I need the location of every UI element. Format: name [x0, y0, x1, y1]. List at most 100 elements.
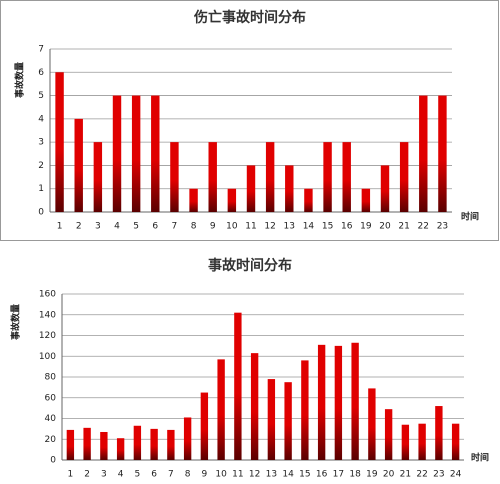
- chart-title: 伤亡事故时间分布: [193, 9, 306, 26]
- bar: [234, 312, 242, 460]
- bar: [83, 427, 91, 460]
- x-tick-label: 8: [185, 470, 191, 480]
- y-tick-label: 80: [45, 373, 57, 383]
- x-tick-label: 19: [360, 222, 372, 232]
- bar: [227, 188, 237, 212]
- x-tick-label: 11: [245, 222, 256, 232]
- x-tick-label: 15: [322, 222, 333, 232]
- bar: [401, 424, 410, 460]
- y-axis-title: 事故数量: [14, 62, 26, 98]
- y-tick-label: 0: [38, 208, 44, 218]
- x-tick-label: 1: [68, 470, 74, 480]
- bar: [131, 95, 141, 212]
- bar: [246, 165, 256, 212]
- x-tick-label: 9: [202, 470, 208, 480]
- bar: [183, 417, 192, 460]
- x-axis-title: 时间: [461, 211, 479, 223]
- bar: [323, 142, 332, 212]
- x-tick-label: 21: [400, 470, 411, 480]
- bar: [151, 95, 160, 212]
- x-tick-label: 9: [210, 222, 216, 232]
- x-tick-label: 14: [303, 222, 315, 232]
- bar: [284, 382, 292, 460]
- x-axis-title: 时间: [471, 452, 489, 464]
- bar: [265, 142, 275, 212]
- x-tick-label: 22: [416, 470, 427, 480]
- bar: [438, 95, 447, 212]
- x-tick-label: 5: [133, 222, 139, 232]
- x-tick-label: 12: [264, 222, 275, 232]
- x-tick-label: 19: [366, 470, 378, 480]
- bar: [250, 353, 259, 460]
- x-tick-label: 13: [284, 222, 295, 232]
- bar: [189, 188, 198, 212]
- bar: [435, 406, 443, 460]
- y-tick-label: 40: [45, 414, 57, 424]
- bar: [55, 72, 64, 213]
- x-tick-label: 11: [232, 470, 243, 480]
- bar: [334, 345, 343, 460]
- bar: [167, 429, 175, 460]
- bar: [66, 429, 75, 460]
- x-tick-label: 5: [135, 470, 141, 480]
- bar: [419, 95, 428, 212]
- x-tick-label: 10: [215, 470, 227, 480]
- x-tick-label: 23: [437, 222, 448, 232]
- x-tick-label: 16: [341, 222, 353, 232]
- bar: [317, 344, 326, 460]
- x-tick-label: 6: [151, 470, 157, 480]
- x-tick-label: 23: [433, 470, 444, 480]
- bar: [116, 438, 125, 460]
- x-tick-label: 4: [118, 470, 124, 480]
- x-tick-label: 8: [191, 222, 197, 232]
- y-tick-label: 2: [38, 161, 44, 171]
- x-tick-label: 10: [226, 222, 238, 232]
- x-tick-label: 14: [282, 470, 294, 480]
- x-tick-label: 2: [76, 222, 82, 232]
- x-tick-label: 24: [450, 470, 462, 480]
- y-tick-label: 3: [38, 138, 44, 148]
- y-tick-label: 0: [50, 456, 56, 466]
- bar: [351, 342, 359, 460]
- x-tick-label: 7: [168, 470, 174, 480]
- y-tick-label: 6: [38, 68, 44, 78]
- x-tick-label: 21: [398, 222, 409, 232]
- y-tick-label: 160: [39, 290, 56, 300]
- bar: [342, 142, 351, 212]
- x-tick-label: 17: [333, 470, 344, 480]
- bar: [133, 425, 142, 460]
- bar: [285, 165, 294, 212]
- bar: [267, 379, 276, 460]
- x-tick-label: 2: [84, 470, 90, 480]
- x-tick-label: 16: [316, 470, 328, 480]
- x-tick-label: 20: [383, 470, 395, 480]
- x-tick-label: 3: [95, 222, 101, 232]
- y-tick-label: 7: [38, 45, 44, 55]
- bar: [451, 423, 460, 460]
- y-tick-label: 4: [38, 114, 44, 124]
- x-tick-label: 4: [114, 222, 120, 232]
- bar: [384, 409, 393, 460]
- x-tick-label: 1: [57, 222, 63, 232]
- y-tick-label: 5: [38, 91, 44, 101]
- x-tick-label: 13: [266, 470, 277, 480]
- bar: [301, 360, 309, 460]
- y-tick-label: 120: [39, 331, 56, 341]
- bar: [208, 142, 217, 212]
- x-tick-label: 20: [379, 222, 391, 232]
- y-tick-label: 60: [45, 393, 57, 403]
- bar: [368, 388, 376, 460]
- bar: [93, 142, 103, 212]
- bar: [200, 392, 209, 460]
- bar: [100, 431, 108, 460]
- y-tick-label: 100: [39, 352, 56, 362]
- bar: [399, 142, 409, 212]
- x-tick-label: 12: [249, 470, 260, 480]
- y-tick-label: 1: [38, 184, 44, 194]
- y-tick-label: 20: [45, 435, 57, 445]
- x-tick-label: 18: [349, 470, 361, 480]
- x-tick-label: 6: [152, 222, 158, 232]
- x-tick-label: 7: [172, 222, 178, 232]
